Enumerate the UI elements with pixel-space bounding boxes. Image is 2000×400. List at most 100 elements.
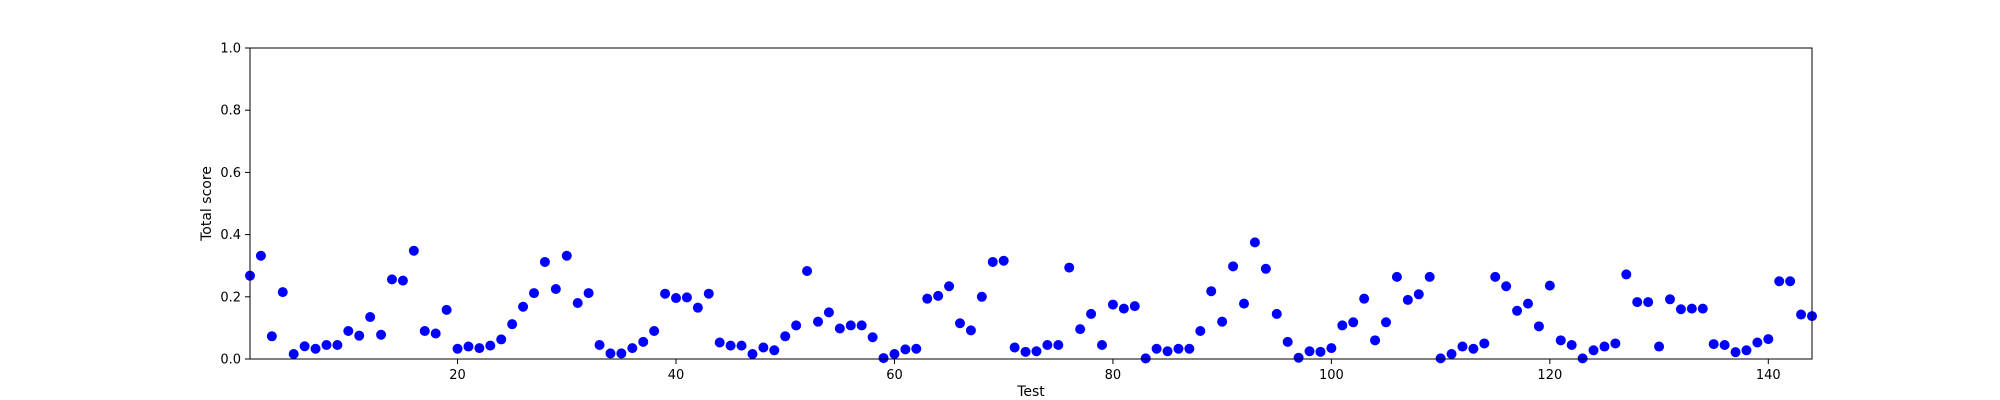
y-axis-ticks: 0.0 0.2 0.4 0.6 0.8 1.0 bbox=[220, 42, 250, 368]
data-point bbox=[1217, 316, 1228, 327]
data-point bbox=[1457, 341, 1468, 352]
data-point bbox=[1577, 353, 1588, 364]
data-point bbox=[867, 332, 878, 343]
data-point bbox=[419, 326, 430, 337]
plot-frame bbox=[249, 47, 1813, 360]
data-points bbox=[245, 237, 1817, 364]
data-point bbox=[1566, 340, 1577, 351]
data-point bbox=[310, 343, 321, 354]
data-point bbox=[845, 320, 856, 331]
data-point bbox=[1053, 340, 1064, 351]
data-point bbox=[430, 328, 441, 339]
data-point bbox=[1271, 308, 1282, 319]
data-point bbox=[714, 337, 725, 348]
data-point bbox=[1796, 309, 1807, 320]
data-point bbox=[1228, 261, 1239, 272]
data-point bbox=[1588, 345, 1599, 356]
data-point bbox=[397, 275, 408, 286]
data-point bbox=[1315, 346, 1326, 357]
data-point bbox=[813, 316, 823, 327]
y-tick-label: 0.0 bbox=[220, 353, 241, 368]
data-point bbox=[944, 281, 955, 292]
data-point bbox=[1031, 346, 1042, 357]
data-point bbox=[299, 341, 310, 352]
data-point bbox=[725, 340, 736, 351]
data-point bbox=[911, 343, 922, 354]
data-point bbox=[561, 250, 572, 261]
data-point bbox=[1468, 343, 1479, 354]
data-point bbox=[791, 320, 802, 331]
data-point bbox=[1337, 320, 1348, 331]
data-point bbox=[343, 326, 354, 337]
data-point bbox=[900, 344, 911, 355]
data-point bbox=[518, 301, 529, 312]
data-point bbox=[288, 349, 299, 360]
data-point bbox=[1304, 346, 1315, 357]
data-point bbox=[255, 250, 266, 261]
data-point bbox=[1785, 276, 1796, 287]
data-point bbox=[1009, 342, 1020, 353]
data-point bbox=[1413, 289, 1424, 300]
data-point bbox=[277, 287, 288, 298]
data-point bbox=[496, 334, 507, 345]
data-point bbox=[976, 291, 987, 302]
data-point bbox=[660, 288, 671, 299]
data-point bbox=[1697, 303, 1708, 314]
data-point bbox=[605, 348, 616, 359]
data-point bbox=[1151, 343, 1162, 354]
data-point bbox=[736, 340, 747, 351]
data-point bbox=[802, 265, 813, 276]
data-point bbox=[1348, 317, 1359, 328]
data-point bbox=[1730, 347, 1741, 358]
data-point bbox=[1708, 339, 1719, 350]
y-tick-label: 0.8 bbox=[220, 104, 241, 119]
x-axis-ticks: 20 40 60 80 100 120 140 bbox=[449, 359, 1781, 383]
data-point bbox=[1020, 346, 1031, 357]
data-point bbox=[463, 341, 474, 352]
data-point bbox=[834, 323, 845, 334]
data-point bbox=[1555, 335, 1566, 346]
data-point bbox=[1752, 337, 1763, 348]
data-point bbox=[638, 336, 649, 347]
data-point bbox=[1599, 341, 1610, 352]
data-point bbox=[922, 293, 933, 304]
data-point bbox=[878, 353, 889, 364]
data-point bbox=[856, 320, 867, 331]
data-point bbox=[692, 302, 703, 313]
data-point bbox=[1086, 308, 1097, 319]
data-point bbox=[485, 340, 496, 351]
data-point bbox=[1435, 353, 1446, 364]
data-point bbox=[1675, 304, 1686, 315]
x-tick-label: 60 bbox=[886, 368, 903, 383]
data-point bbox=[1533, 321, 1544, 332]
data-point bbox=[1512, 305, 1523, 316]
data-point bbox=[965, 325, 976, 336]
data-point bbox=[1610, 338, 1621, 349]
data-point bbox=[529, 288, 539, 299]
data-point bbox=[1195, 326, 1206, 337]
data-point bbox=[1381, 317, 1391, 328]
data-point bbox=[1719, 340, 1730, 351]
data-point bbox=[266, 331, 277, 342]
data-point bbox=[1446, 349, 1457, 360]
data-point bbox=[1741, 345, 1752, 356]
y-tick-label: 0.4 bbox=[220, 228, 241, 243]
x-tick-label: 140 bbox=[1756, 368, 1781, 383]
data-point bbox=[387, 274, 397, 285]
data-point bbox=[1643, 297, 1654, 308]
data-point bbox=[1206, 286, 1217, 297]
data-point bbox=[1249, 237, 1260, 248]
data-point bbox=[1391, 271, 1402, 282]
data-point bbox=[616, 348, 627, 359]
x-tick-label: 20 bbox=[449, 368, 466, 383]
data-point bbox=[550, 284, 561, 295]
data-point bbox=[627, 343, 638, 354]
data-point bbox=[1774, 276, 1785, 287]
data-point bbox=[1479, 338, 1490, 349]
data-point bbox=[703, 288, 714, 299]
data-point bbox=[594, 340, 605, 351]
data-point bbox=[1282, 336, 1293, 347]
data-point bbox=[441, 304, 452, 315]
data-point bbox=[780, 331, 791, 342]
